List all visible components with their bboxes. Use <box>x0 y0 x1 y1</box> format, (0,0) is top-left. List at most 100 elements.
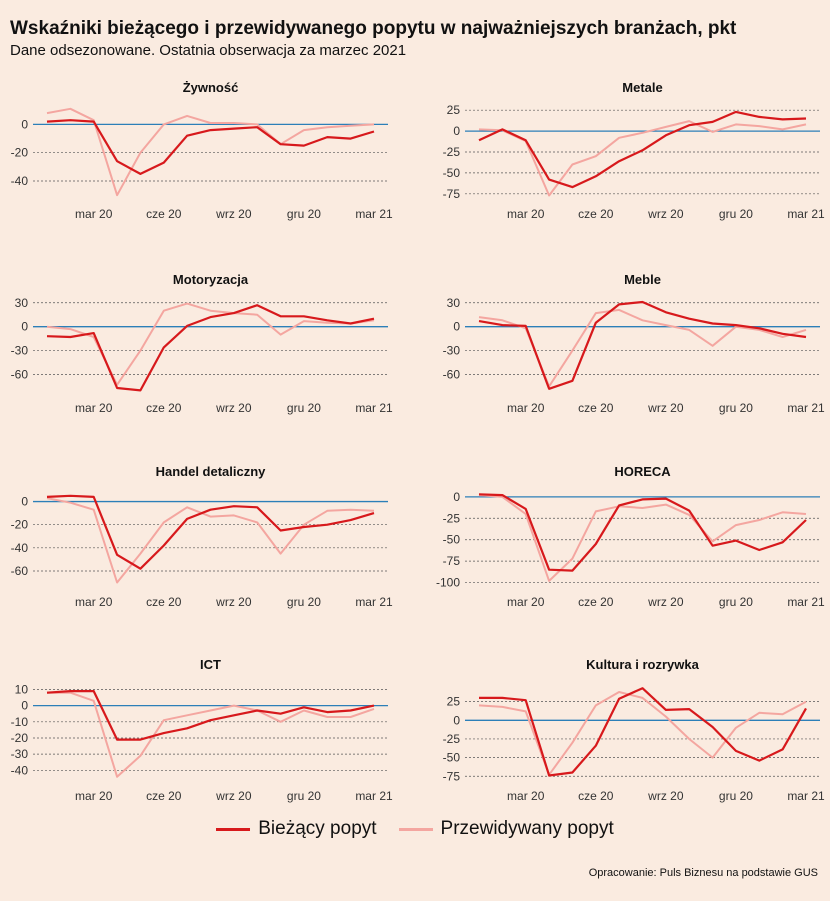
legend-swatch-expected <box>398 827 433 831</box>
x-tick-label: gru 20 <box>719 401 753 415</box>
x-tick-label: wrz 20 <box>215 789 252 803</box>
series-line-current <box>46 304 375 392</box>
y-tick-label: -25 <box>443 145 461 159</box>
y-tick-label: -50 <box>443 533 461 547</box>
y-tick-label: -60 <box>11 367 29 381</box>
y-tick-label: 0 <box>453 713 460 727</box>
series-line-expected <box>47 691 375 778</box>
y-tick-label: 10 <box>15 682 29 696</box>
series-line-current <box>479 687 807 777</box>
y-tick-label: -60 <box>11 564 29 578</box>
x-tick-label: gru 20 <box>719 789 753 803</box>
panel-title: Żywność <box>183 80 239 95</box>
y-tick-label: -50 <box>443 166 461 180</box>
x-tick-label: mar 20 <box>507 789 545 803</box>
series-line-current <box>46 494 375 570</box>
panel-8: Kultura i rozrywka 25 0 -25 -50 -75 mar 20 cze … <box>443 657 825 803</box>
y-tick-label: 25 <box>447 103 461 117</box>
panel-1: Żywność 0 -20 -40 mar 20 cze 20 wrz 20 gru 20 ma… <box>11 80 393 221</box>
panel-title: Meble <box>624 272 661 287</box>
series-line-current <box>478 493 807 572</box>
x-tick-label: mar 21 <box>787 207 825 221</box>
panel-title: Motoryzacja <box>173 272 249 287</box>
y-tick-label: 0 <box>21 117 28 131</box>
panel-4: Meble 30 0 -30 -60 mar 20 cze 20 wrz 20 gru 20 ma… <box>443 272 825 415</box>
x-tick-label: wrz 20 <box>647 401 684 415</box>
chart-title: Wskaźniki bieżącego i przewidywanego pop… <box>10 18 737 39</box>
x-tick-label: cze 20 <box>146 207 182 221</box>
panel-3: Motoryzacja 30 0 -30 -60 mar 20 cze 20 wrz 20 gr… <box>11 272 393 415</box>
x-tick-label: gru 20 <box>287 207 321 221</box>
y-tick-label: 0 <box>21 320 28 334</box>
x-tick-label: cze 20 <box>146 595 182 609</box>
x-tick-label: cze 20 <box>578 401 614 415</box>
x-tick-label: mar 20 <box>507 401 545 415</box>
y-tick-label: -30 <box>11 344 29 358</box>
x-tick-label: mar 20 <box>75 207 113 221</box>
x-tick-label: mar 21 <box>787 595 825 609</box>
x-tick-label: wrz 20 <box>647 595 684 609</box>
x-tick-label: gru 20 <box>287 789 321 803</box>
y-tick-label: -25 <box>443 732 461 746</box>
panel-title: ICT <box>200 657 221 672</box>
y-tick-label: 30 <box>447 296 461 310</box>
series-line-expected <box>478 494 807 582</box>
series-line-current <box>478 110 807 189</box>
y-tick-label: -20 <box>11 731 29 745</box>
y-tick-label: -75 <box>443 187 461 201</box>
series-line-expected <box>46 107 375 197</box>
x-tick-label: mar 20 <box>507 595 545 609</box>
panel-title: HORECA <box>614 464 671 479</box>
x-tick-label: gru 20 <box>719 595 753 609</box>
chart-subtitle: Dane odsezonowane. Ostatnia obserwacja z… <box>10 42 407 59</box>
y-tick-label: -50 <box>443 751 461 765</box>
x-tick-label: mar 20 <box>75 789 113 803</box>
x-tick-label: mar 21 <box>787 401 825 415</box>
x-tick-label: mar 21 <box>355 789 393 803</box>
legend-label-expected: Przewidywany popyt <box>440 818 614 839</box>
x-tick-label: mar 21 <box>355 401 393 415</box>
legend-item-current: Bieżący popyt <box>216 818 377 840</box>
panel-2: Metale 25 0 -25 -50 -75 mar 20 cze 20 wrz 20 gru … <box>443 80 825 221</box>
source-note: Opracowanie: Puls Biznesu na podstawie G… <box>588 867 818 879</box>
series-line-expected <box>46 497 375 584</box>
series-line-current <box>478 300 807 390</box>
panel-7: ICT 10 0 -10 -20 -30 -40 mar 20 cze 20 wrz 20 gru … <box>11 657 393 803</box>
x-tick-label: mar 21 <box>787 789 825 803</box>
y-tick-label: -40 <box>11 541 29 555</box>
series-line-expected <box>46 302 375 386</box>
y-tick-label: -40 <box>11 174 29 188</box>
y-tick-label: 0 <box>21 699 28 713</box>
y-tick-label: 30 <box>15 296 29 310</box>
legend-item-expected: Przewidywany popyt <box>398 818 614 840</box>
panel-title: Handel detaliczny <box>156 464 267 479</box>
legend: Bieżący popyt Przewidywany popyt <box>0 818 830 840</box>
y-tick-label: -40 <box>11 763 29 777</box>
series-line-current <box>46 689 375 741</box>
y-tick-label: -25 <box>443 511 461 525</box>
x-tick-label: wrz 20 <box>215 401 252 415</box>
x-tick-label: cze 20 <box>146 789 182 803</box>
y-tick-label: -30 <box>11 747 29 761</box>
panel-6: HORECA 0 -25 -50 -75 -100 mar 20 cze 20 wrz 20 gr… <box>436 464 825 609</box>
y-tick-label: -10 <box>11 715 29 729</box>
y-tick-label: 0 <box>21 495 28 509</box>
y-tick-label: -30 <box>443 344 461 358</box>
x-tick-label: wrz 20 <box>215 595 252 609</box>
y-tick-label: 25 <box>447 695 461 709</box>
x-tick-label: mar 21 <box>355 595 393 609</box>
x-tick-label: mar 21 <box>355 207 393 221</box>
series-line-current <box>46 119 375 175</box>
y-tick-label: -60 <box>443 367 461 381</box>
panel-title: Kultura i rozrywka <box>586 657 699 672</box>
y-tick-label: -100 <box>436 576 460 590</box>
x-tick-label: wrz 20 <box>215 207 252 221</box>
panel-5: Handel detaliczny 0 -20 -40 -60 mar 20 cze 20 w… <box>11 464 393 609</box>
x-tick-label: cze 20 <box>578 207 614 221</box>
y-tick-label: -75 <box>443 554 461 568</box>
y-tick-label: -75 <box>443 769 461 783</box>
y-tick-label: -20 <box>11 518 29 532</box>
x-tick-label: mar 20 <box>75 401 113 415</box>
series-line-expected <box>478 308 807 388</box>
